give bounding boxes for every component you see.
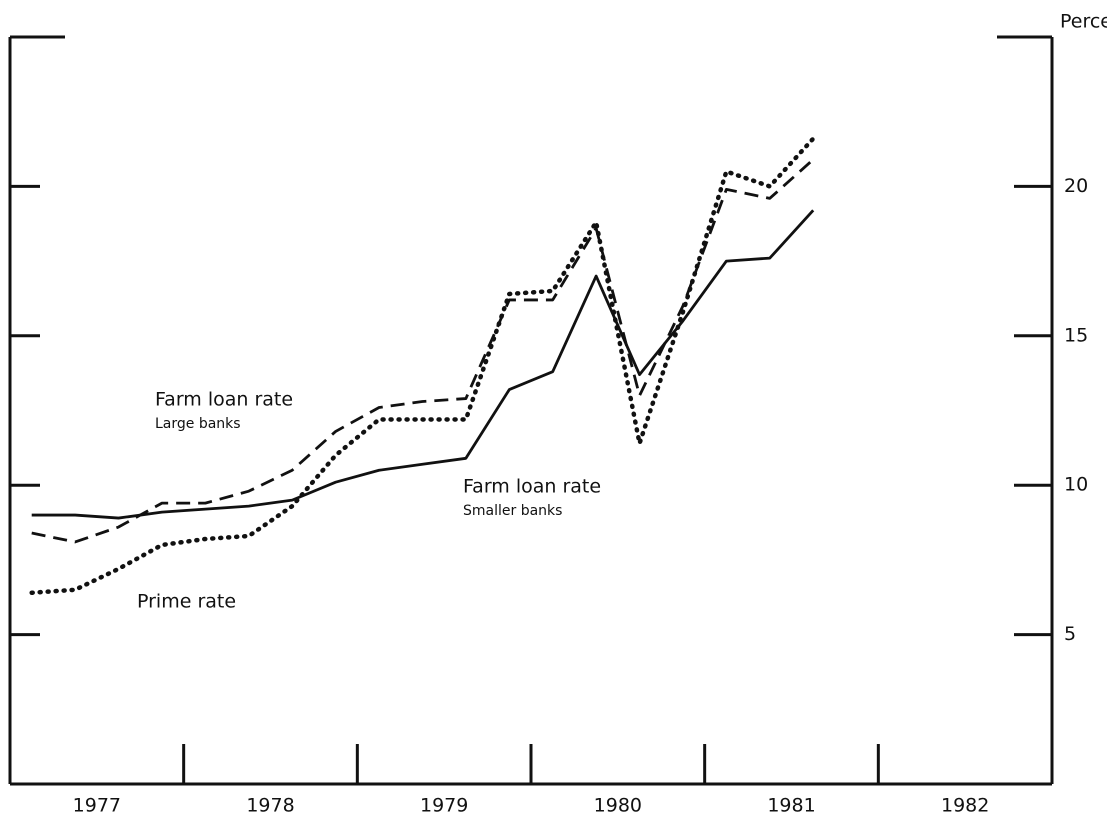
y-tick-label: 15 [1064, 324, 1088, 346]
series-label: Prime rate [137, 591, 236, 613]
y-tick-label: 10 [1064, 474, 1088, 496]
x-tick-label: 1980 [594, 795, 642, 817]
x-tick-label: 1981 [767, 795, 815, 817]
x-tick-label: 1977 [73, 795, 121, 817]
series-note: Smaller banks [463, 503, 562, 519]
y-tick-label: 5 [1064, 623, 1076, 645]
series-line [29, 136, 816, 596]
x-tick-label: 1982 [941, 795, 989, 817]
y-tick-label: 20 [1064, 175, 1088, 197]
x-tick-label: 1978 [246, 795, 294, 817]
y-axis-label: Percent [1060, 11, 1107, 33]
series-line [31, 158, 815, 544]
series-label: Farm loan rate [463, 476, 601, 498]
series-label: Farm loan rate [155, 389, 293, 411]
series-line [31, 209, 815, 520]
series-note: Large banks [155, 416, 241, 432]
x-tick-label: 1979 [420, 795, 468, 817]
